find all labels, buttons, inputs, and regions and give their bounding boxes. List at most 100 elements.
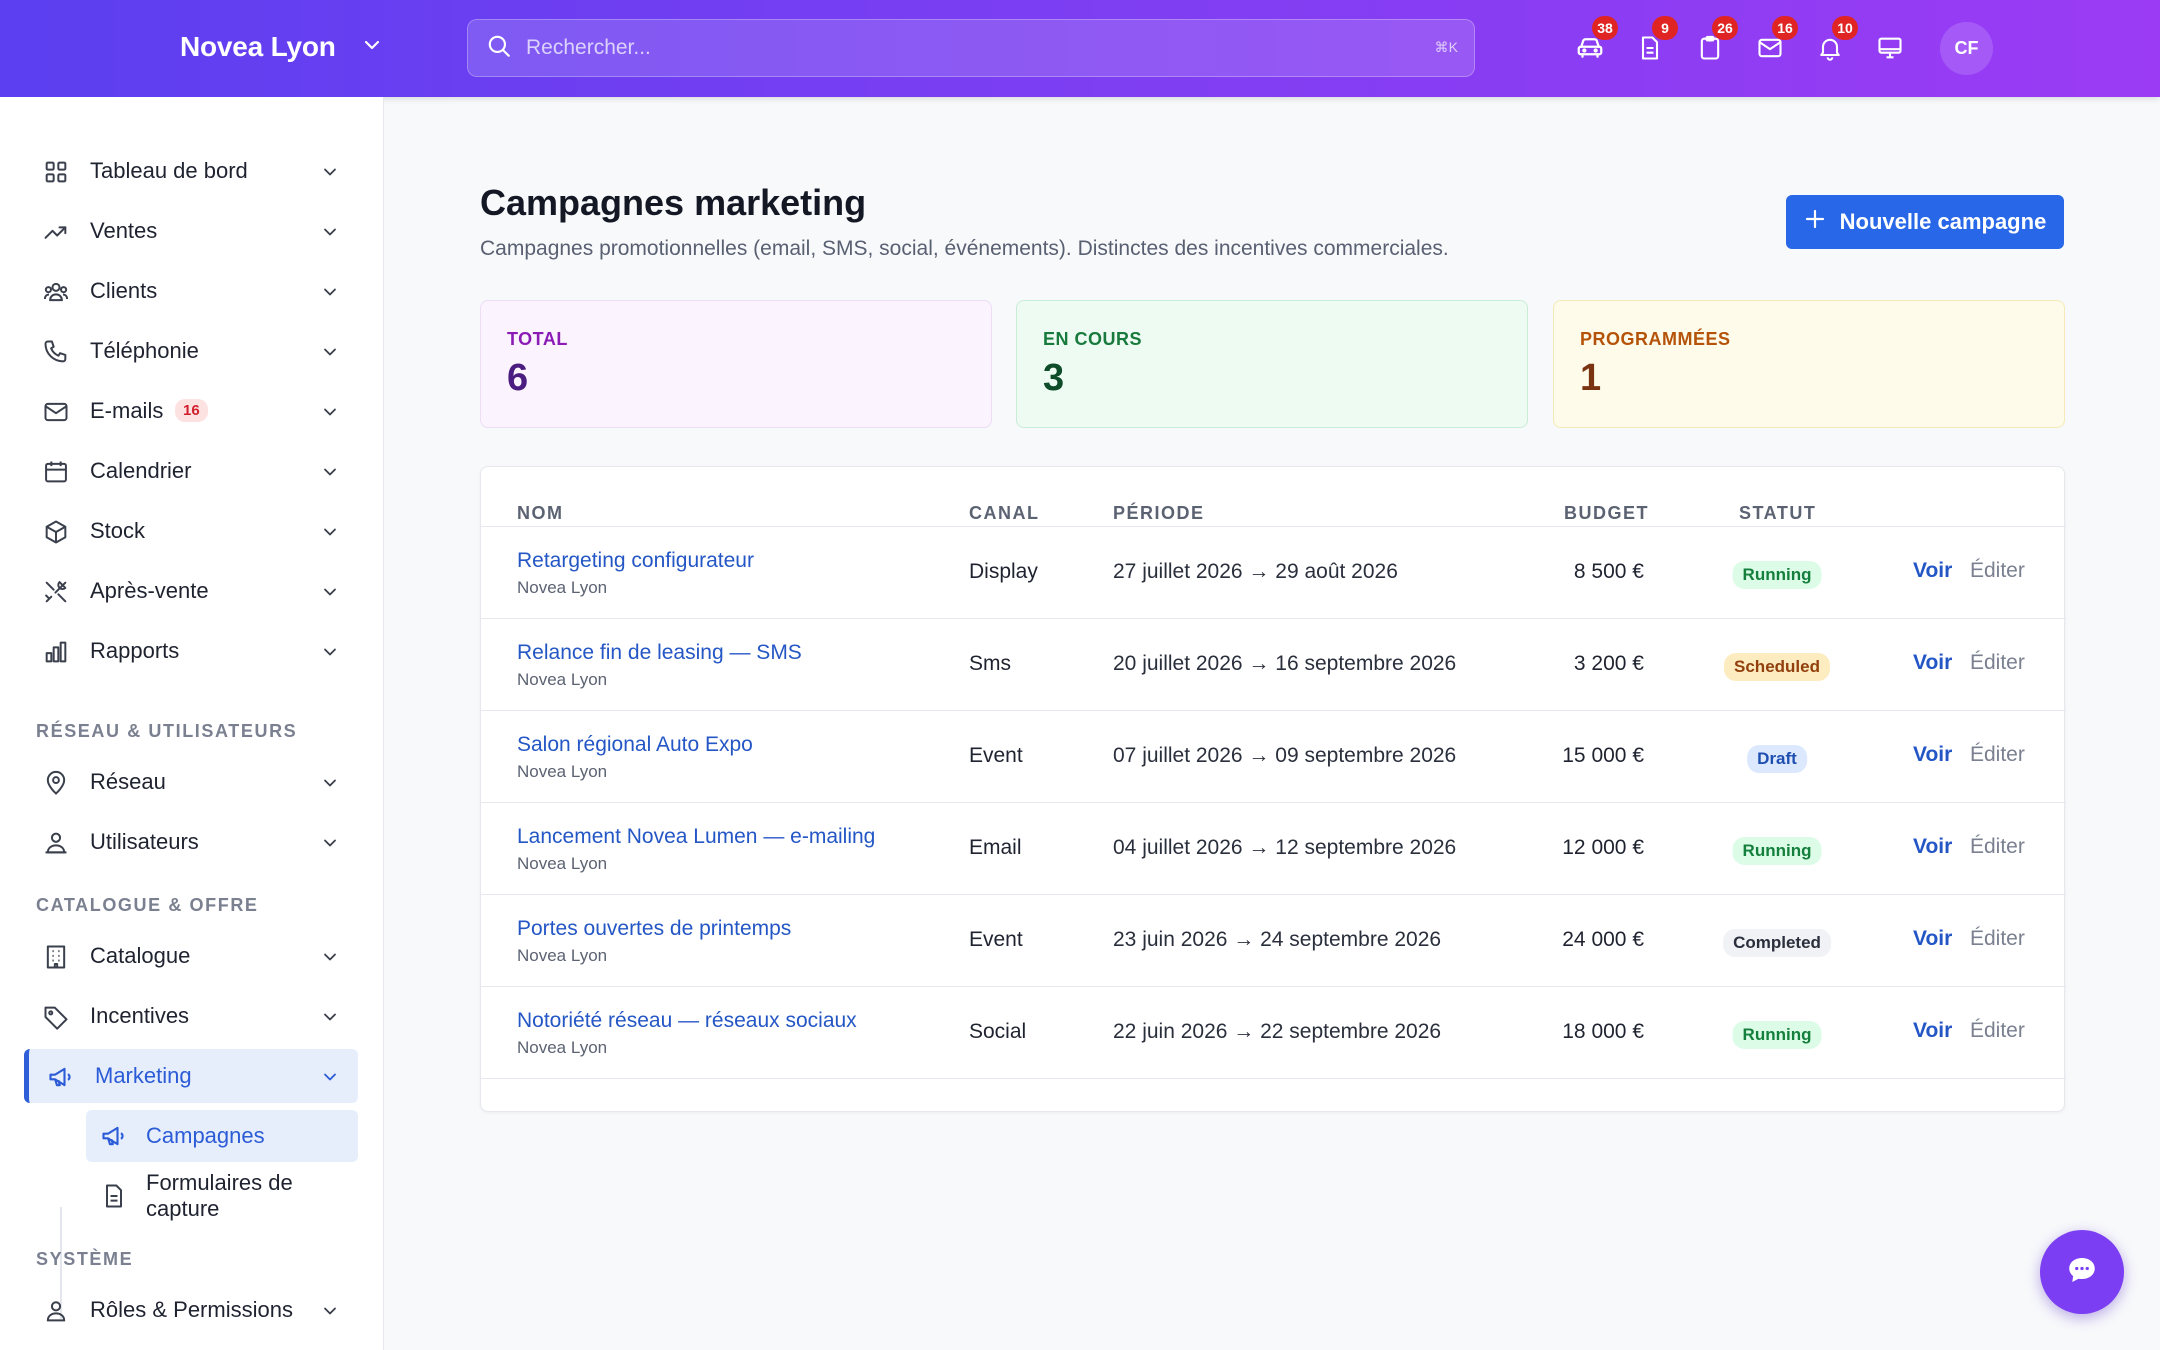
table-row: Portes ouvertes de printemps Novea Lyon Ev…: [481, 895, 2066, 987]
column-header-status[interactable]: STATUT: [1739, 503, 1817, 523]
table-row: Salon régional Auto Expo Novea Lyon Event 0…: [481, 711, 2066, 803]
sidebar-item-reports[interactable]: Rapports: [24, 624, 358, 678]
column-header-budget[interactable]: BUDGET: [1564, 503, 1649, 523]
campaign-budget: 12 000 €: [1562, 836, 1644, 859]
sidebar-item-dashboard[interactable]: Tableau de bord: [24, 144, 358, 198]
view-link[interactable]: Voir: [1913, 927, 1953, 950]
document-icon: [100, 1182, 128, 1210]
sidebar-item-roles[interactable]: Rôles & Permissions: [24, 1283, 358, 1337]
sidebar-item-sales[interactable]: Ventes: [24, 204, 358, 258]
sidebar-item-catalog[interactable]: Catalogue: [24, 929, 358, 983]
mail-icon: [42, 398, 70, 426]
campaign-channel: Event: [969, 744, 1023, 767]
status-badge: Running: [1732, 1021, 1822, 1049]
status-badge: Running: [1732, 837, 1822, 865]
sidebar-item-network[interactable]: Réseau: [24, 755, 358, 809]
stat-label: PROGRAMMÉES: [1580, 329, 1731, 349]
page-title: Campagnes marketing: [480, 182, 867, 223]
table-row: Relance fin de leasing — SMS Novea Lyon Sm…: [481, 619, 2066, 711]
sidebar-subitem-label: Campagnes: [146, 1123, 265, 1148]
sidebar-item-label: Rapports: [90, 638, 180, 663]
avatar[interactable]: CF: [1940, 22, 1993, 75]
tag-icon: [42, 1003, 70, 1031]
campaign-site: Novea Lyon: [517, 670, 608, 689]
users-icon: [42, 278, 70, 306]
sidebar-item-after-sales[interactable]: Après-vente: [24, 564, 358, 618]
monitor-icon[interactable]: [1872, 30, 1908, 66]
sidebar-item-label: Utilisateurs: [90, 829, 199, 854]
view-link[interactable]: Voir: [1913, 835, 1953, 858]
campaign-period: 20 juillet 2026 → 16 septembre 2026: [1113, 652, 1457, 675]
campaign-name-link[interactable]: Notoriété réseau — réseaux sociaux: [517, 1009, 857, 1032]
sidebar-item-label: Ventes: [90, 218, 158, 243]
edit-link[interactable]: Éditer: [1970, 835, 2025, 858]
table-row: Lancement Novea Lumen — e-mailing Novea L…: [481, 803, 2066, 895]
campaign-site: Novea Lyon: [517, 1038, 608, 1057]
campaigns-table: NOM CANAL PÉRIODE BUDGET STATUT Retarget…: [480, 466, 2066, 1112]
chevron-down-icon: [320, 522, 340, 542]
building-icon: [42, 943, 70, 971]
sidebar-item-clients[interactable]: Clients: [24, 264, 358, 318]
campaign-budget: 18 000 €: [1562, 1020, 1644, 1043]
column-header-period[interactable]: PÉRIODE: [1113, 503, 1205, 523]
sidebar-item-telephony[interactable]: Téléphonie: [24, 324, 358, 378]
top-bar: Novea Lyon ⌘K 38 9 26 16 10 CF: [0, 0, 2160, 97]
sidebar-subitem-capture-forms[interactable]: Formulaires de capture: [86, 1170, 358, 1222]
status-badge: Draft: [1747, 745, 1807, 773]
car-icon[interactable]: 38: [1572, 16, 1618, 66]
campaign-site: Novea Lyon: [517, 946, 608, 965]
sidebar-item-incentives[interactable]: Incentives: [24, 989, 358, 1043]
table-row: Notoriété réseau — réseaux sociaux Novea …: [481, 987, 2066, 1079]
column-header-name[interactable]: NOM: [517, 503, 564, 523]
sidebar-subitem-campaigns[interactable]: Campagnes: [86, 1110, 358, 1162]
view-link[interactable]: Voir: [1913, 559, 1953, 582]
stat-card-running: EN COURS 3: [1016, 300, 1528, 428]
document-icon[interactable]: 9: [1632, 16, 1678, 66]
chevron-down-icon: [362, 35, 382, 60]
sidebar-item-label: Téléphonie: [90, 338, 199, 363]
edit-link[interactable]: Éditer: [1970, 651, 2025, 674]
chat-button[interactable]: [2040, 1230, 2124, 1314]
search-input[interactable]: [526, 36, 1406, 60]
campaign-site: Novea Lyon: [517, 578, 608, 597]
edit-link[interactable]: Éditer: [1970, 743, 2025, 766]
edit-link[interactable]: Éditer: [1970, 927, 2025, 950]
section-title-network: RÉSEAU & UTILISATEURS: [36, 721, 298, 741]
campaign-name-link[interactable]: Lancement Novea Lumen — e-mailing: [517, 825, 876, 848]
chevron-down-icon: [320, 1007, 340, 1027]
edit-link[interactable]: Éditer: [1970, 559, 2025, 582]
notification-badge: 38: [1592, 16, 1618, 40]
sidebar-item-users[interactable]: Utilisateurs: [24, 815, 358, 869]
new-campaign-button[interactable]: Nouvelle campagne: [1786, 195, 2064, 249]
clipboard-icon[interactable]: 26: [1692, 16, 1738, 66]
search-bar[interactable]: ⌘K: [467, 19, 1475, 77]
section-title-system: SYSTÈME: [36, 1249, 134, 1269]
notification-badge: 26: [1712, 16, 1738, 40]
brand-switcher[interactable]: Novea Lyon: [180, 27, 382, 67]
sidebar-item-marketing[interactable]: Marketing: [24, 1049, 358, 1103]
sidebar-item-stock[interactable]: Stock: [24, 504, 358, 558]
campaign-channel: Social: [969, 1020, 1027, 1043]
column-header-channel[interactable]: CANAL: [969, 503, 1040, 523]
campaign-name-link[interactable]: Salon régional Auto Expo: [517, 733, 753, 756]
campaign-name-link[interactable]: Portes ouvertes de printemps: [517, 917, 792, 940]
campaign-channel: Email: [969, 836, 1022, 859]
submenu-rail: [60, 1207, 62, 1319]
chart-icon: [42, 638, 70, 666]
campaign-site: Novea Lyon: [517, 762, 608, 781]
view-link[interactable]: Voir: [1913, 743, 1953, 766]
sidebar-item-emails[interactable]: E-mails 16: [24, 384, 358, 438]
view-link[interactable]: Voir: [1913, 1019, 1953, 1042]
sidebar-item-label: Calendrier: [90, 458, 192, 483]
view-link[interactable]: Voir: [1913, 651, 1953, 674]
campaign-name-link[interactable]: Relance fin de leasing — SMS: [517, 641, 802, 664]
edit-link[interactable]: Éditer: [1970, 1019, 2025, 1042]
bell-icon[interactable]: 10: [1812, 16, 1858, 66]
campaign-name-link[interactable]: Retargeting configurateur: [517, 549, 754, 572]
megaphone-icon: [47, 1063, 75, 1091]
mail-icon[interactable]: 16: [1752, 16, 1798, 66]
sidebar-item-label: Incentives: [90, 1003, 190, 1028]
sidebar-item-calendar[interactable]: Calendrier: [24, 444, 358, 498]
campaign-budget: 15 000 €: [1562, 744, 1644, 767]
tools-icon: [42, 578, 70, 606]
